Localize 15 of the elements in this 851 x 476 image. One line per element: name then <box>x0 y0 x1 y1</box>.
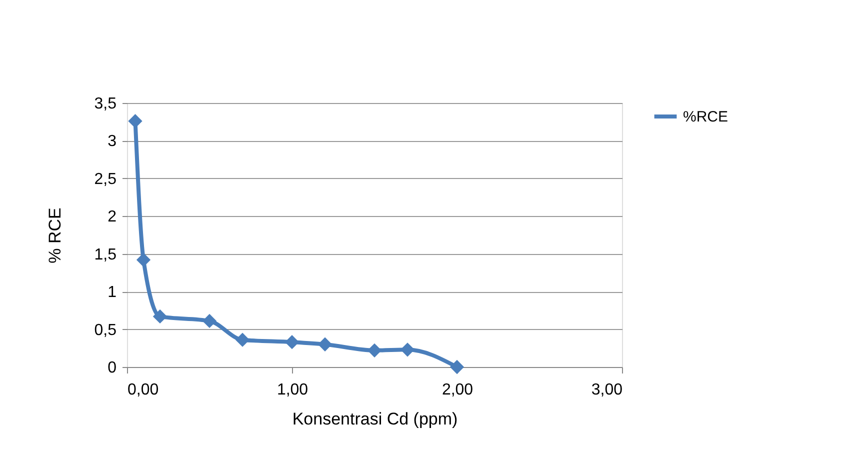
x-axis-title: Konsentrasi Cd (ppm) <box>292 410 458 428</box>
y-tick-label: 1 <box>108 284 117 302</box>
x-tick-label: 2,00 <box>442 382 474 398</box>
y-tick-label: 3,5 <box>94 96 117 112</box>
x-tick-label: 1,00 <box>276 382 308 398</box>
y-axis-title: % RCE <box>45 208 64 264</box>
y-tick-label: 2,5 <box>94 170 117 188</box>
x-tick-label: 0,00 <box>128 382 159 398</box>
y-tick-label: 0,5 <box>94 322 117 339</box>
y-tick-label: 0 <box>108 360 117 376</box>
y-tick-label: 3 <box>108 133 117 150</box>
legend-label: %RCE <box>683 108 728 126</box>
y-tick-label: 1,5 <box>94 246 117 264</box>
x-tick-label: 3,00 <box>591 382 623 398</box>
y-tick-label: 2 <box>108 208 117 226</box>
